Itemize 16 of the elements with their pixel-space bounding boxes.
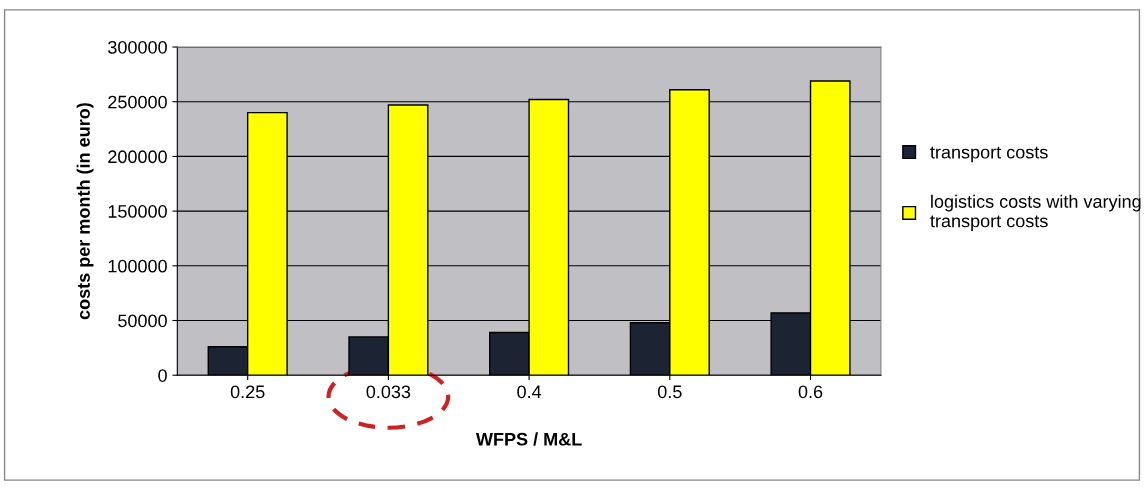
x-tick-label: 0.033 xyxy=(366,385,411,399)
y-tick-label: 0 xyxy=(158,369,167,382)
x-tick-label: 0.4 xyxy=(517,385,542,399)
x-tick-label: 0.6 xyxy=(798,385,823,399)
y-tick-label: 200000 xyxy=(108,150,167,164)
y-tick-label: 300000 xyxy=(108,40,167,54)
x-axis-title: WFPS / M&L xyxy=(475,432,582,446)
y-tick-label: 250000 xyxy=(108,95,167,109)
y-tick-label: 150000 xyxy=(108,205,167,218)
y-tick-label: 100000 xyxy=(108,259,167,273)
legend-label: logistics costs with varying transport costs xyxy=(930,194,1141,231)
legend-label: transport costs xyxy=(930,146,1048,163)
y-axis-title: costs per month (in euro) xyxy=(76,103,94,320)
x-tick-label: 0.25 xyxy=(230,385,265,399)
x-tick-label: 0.5 xyxy=(657,385,682,399)
y-tick-label: 50000 xyxy=(118,314,167,328)
